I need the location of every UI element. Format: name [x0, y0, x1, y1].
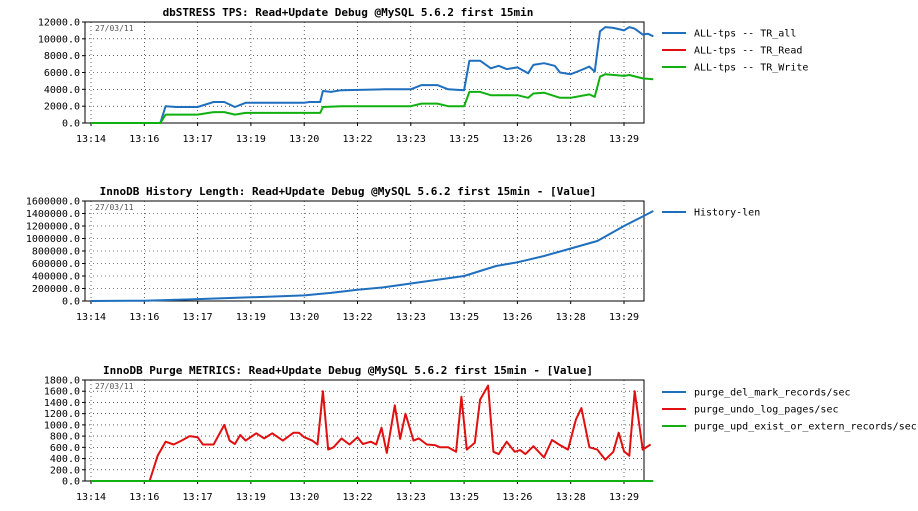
chart-title: InnoDB Purge METRICS: Read+Update Debug … — [103, 364, 593, 377]
y-tick-label: 1200000.0 — [26, 222, 80, 233]
y-tick-label: 6000.0 — [44, 68, 80, 79]
y-tick-label: 1800.0 — [44, 376, 80, 387]
x-tick-label: 13:29 — [609, 492, 639, 503]
y-tick-label: 400.0 — [50, 454, 80, 465]
y-tick-label: 0.0 — [62, 477, 80, 488]
x-tick-label: 13:22 — [342, 134, 372, 145]
y-tick-label: 200.0 — [50, 465, 80, 476]
x-tick-label: 13:26 — [502, 312, 532, 323]
chart-panel-1: dbSTRESS TPS: Read+Update Debug @MySQL 5… — [38, 6, 809, 145]
legend-label: purge_del_mark_records/sec — [694, 388, 851, 399]
x-tick-label: 13:28 — [556, 492, 586, 503]
y-tick-label: 0.0 — [62, 119, 80, 130]
plot-frame — [84, 379, 645, 482]
y-tick-label: 0.0 — [62, 297, 80, 308]
y-tick-label: 1200.0 — [44, 409, 80, 420]
y-tick-label: 1600000.0 — [26, 197, 80, 208]
y-tick-label: 1000000.0 — [26, 234, 80, 245]
x-tick-label: 13:26 — [502, 492, 532, 503]
x-tick-label: 13:16 — [129, 492, 159, 503]
x-tick-label: 13:17 — [183, 134, 213, 145]
x-tick-label: 13:19 — [236, 492, 266, 503]
y-tick-label: 1600.0 — [44, 387, 80, 398]
legend-label: purge_upd_exist_or_extern_records/sec — [694, 422, 917, 433]
date-stamp: 27/03/11 — [95, 203, 134, 212]
y-tick-label: 600.0 — [50, 443, 80, 454]
x-tick-label: 13:28 — [556, 312, 586, 323]
legend-label: ALL-tps -- TR_Read — [694, 46, 802, 57]
y-tick-label: 1400.0 — [44, 398, 80, 409]
x-tick-label: 13:20 — [289, 312, 319, 323]
x-tick-label: 13:17 — [183, 312, 213, 323]
x-tick-label: 13:20 — [289, 492, 319, 503]
x-tick-label: 13:28 — [556, 134, 586, 145]
y-tick-label: 1000.0 — [44, 420, 80, 431]
x-tick-label: 13:25 — [449, 134, 479, 145]
legend-label: ALL-tps -- TR_all — [694, 29, 796, 40]
x-tick-label: 13:16 — [129, 134, 159, 145]
chart-title: InnoDB History Length: Read+Update Debug… — [100, 185, 597, 198]
series-line-3 — [91, 73, 654, 124]
y-tick-label: 600000.0 — [32, 259, 80, 270]
chart-panel-3: InnoDB Purge METRICS: Read+Update Debug … — [44, 364, 917, 503]
chart-title: dbSTRESS TPS: Read+Update Debug @MySQL 5… — [163, 6, 534, 19]
x-tick-label: 13:23 — [396, 492, 426, 503]
x-tick-label: 13:14 — [76, 134, 106, 145]
x-tick-label: 13:16 — [129, 312, 159, 323]
x-tick-label: 13:14 — [76, 312, 106, 323]
x-tick-label: 13:29 — [609, 134, 639, 145]
x-tick-label: 13:25 — [449, 312, 479, 323]
legend-label: ALL-tps -- TR_Write — [694, 63, 808, 74]
x-tick-label: 13:29 — [609, 312, 639, 323]
y-tick-label: 400000.0 — [32, 272, 80, 283]
legend-label: purge_undo_log_pages/sec — [694, 405, 839, 416]
x-tick-label: 13:20 — [289, 134, 319, 145]
x-tick-label: 13:19 — [236, 134, 266, 145]
x-tick-label: 13:26 — [502, 134, 532, 145]
x-tick-label: 13:14 — [76, 492, 106, 503]
y-tick-label: 10000.0 — [38, 34, 80, 45]
y-tick-label: 12000.0 — [38, 18, 80, 29]
y-tick-label: 8000.0 — [44, 51, 80, 62]
y-tick-label: 800.0 — [50, 432, 80, 443]
series-line-2 — [91, 384, 652, 482]
y-tick-label: 1400000.0 — [26, 209, 80, 220]
x-tick-label: 13:19 — [236, 312, 266, 323]
y-tick-label: 200000.0 — [32, 284, 80, 295]
date-stamp: 27/03/11 — [95, 382, 134, 391]
x-tick-label: 13:23 — [396, 134, 426, 145]
x-tick-label: 13:22 — [342, 312, 372, 323]
chart-panel-2: InnoDB History Length: Read+Update Debug… — [26, 185, 760, 323]
y-tick-label: 4000.0 — [44, 85, 80, 96]
series-line-1 — [91, 26, 654, 124]
date-stamp: 27/03/11 — [95, 24, 134, 33]
series-line-1 — [90, 210, 654, 302]
x-tick-label: 13:22 — [342, 492, 372, 503]
x-tick-label: 13:25 — [449, 492, 479, 503]
x-tick-label: 13:17 — [183, 492, 213, 503]
x-tick-label: 13:23 — [396, 312, 426, 323]
legend-label: History-len — [694, 208, 760, 219]
y-tick-label: 2000.0 — [44, 102, 80, 113]
y-tick-label: 800000.0 — [32, 247, 80, 258]
